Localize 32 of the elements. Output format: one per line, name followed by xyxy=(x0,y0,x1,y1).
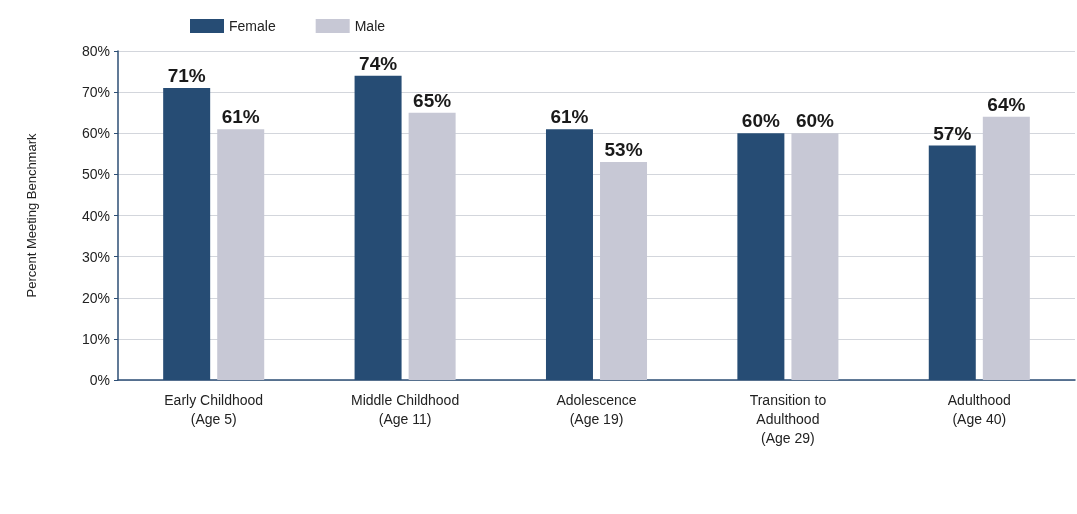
x-tick-label: Adolescence (Age 19) xyxy=(556,391,637,427)
y-tick-label: 30% xyxy=(81,248,110,265)
data-label: 71% xyxy=(167,65,206,87)
data-label: 53% xyxy=(604,139,643,161)
x-tick-label: Early Childhood (Age 5) xyxy=(164,391,264,427)
x-tick-label: Middle Childhood (Age 11) xyxy=(351,391,460,427)
x-tick-label: Transition to Adulthood (Age 29) xyxy=(749,391,827,446)
bar xyxy=(982,116,1030,380)
bar xyxy=(791,133,839,380)
y-tick-label: 70% xyxy=(81,84,110,101)
y-tick-label: 40% xyxy=(81,207,110,224)
y-axis-title: Percent Meeting Benchmark xyxy=(24,132,39,298)
x-tick-label: Adulthood (Age 40) xyxy=(947,391,1011,427)
data-label: 57% xyxy=(933,122,972,144)
data-label: 65% xyxy=(413,89,452,111)
y-tick-label: 80% xyxy=(81,43,110,59)
y-tick-label: 0% xyxy=(89,372,110,388)
data-label: 74% xyxy=(359,52,398,74)
data-label: 61% xyxy=(221,106,260,128)
y-tick-label: 20% xyxy=(81,289,110,306)
bar xyxy=(408,112,456,380)
data-label: 61% xyxy=(550,106,589,128)
y-tick-label: 50% xyxy=(81,166,110,183)
y-tick-label: 10% xyxy=(81,330,110,347)
data-label: 64% xyxy=(987,93,1026,115)
bar xyxy=(217,129,265,380)
legend-label: Female xyxy=(229,18,276,34)
data-label: 60% xyxy=(795,110,835,132)
legend-label: Male xyxy=(354,18,386,34)
bar xyxy=(600,162,648,380)
y-tick-label: 60% xyxy=(81,125,110,142)
data-label: 60% xyxy=(741,110,780,132)
